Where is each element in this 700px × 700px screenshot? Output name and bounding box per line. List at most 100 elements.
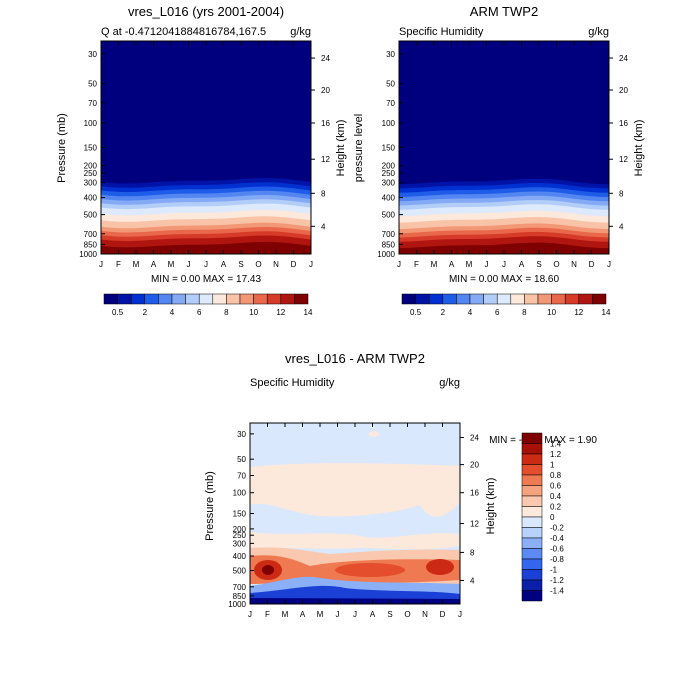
colorbar-swatch xyxy=(198,293,214,305)
x-tick-label: O xyxy=(553,260,559,269)
colorbar: 0.5 2 4 6 8 10 12 14 xyxy=(401,293,611,317)
colorbar-label: -0.2 xyxy=(550,524,564,533)
colorbar-swatch xyxy=(521,590,543,602)
colorbar-swatch xyxy=(266,293,282,305)
y-axis-label: Pressure (mb) xyxy=(56,113,68,183)
colorbar-swatch xyxy=(456,293,471,305)
difference-field xyxy=(250,423,460,604)
colorbar-label: 0.8 xyxy=(550,471,562,480)
x-tick-label: M xyxy=(282,610,289,619)
colorbar-label: 6 xyxy=(495,308,500,317)
panel-subtitle-right: g/kg xyxy=(290,26,311,38)
x-tick-label: N xyxy=(571,260,577,269)
positive-small-patch xyxy=(369,431,379,437)
colorbar-label: 1 xyxy=(550,461,555,470)
y-tick-label: 200 xyxy=(84,162,98,171)
y-tick-label: 700 xyxy=(84,230,98,239)
panel-subtitle-right: g/kg xyxy=(439,377,460,389)
y-tick-label: 150 xyxy=(84,144,98,153)
y-right-tick-label: 24 xyxy=(470,433,479,442)
y-right-tick-label: 12 xyxy=(619,155,628,164)
y-tick-label: 30 xyxy=(88,50,97,59)
colorbar-label: -0.6 xyxy=(550,545,564,554)
colorbar-label: 12 xyxy=(574,308,583,317)
y-tick-label: 850 xyxy=(382,240,396,249)
colorbar-swatch xyxy=(130,293,146,305)
humidity-field xyxy=(399,41,609,254)
y-right-tick-label: 24 xyxy=(619,54,628,63)
y-tick-label: 1000 xyxy=(79,250,97,259)
x-tick-label: A xyxy=(151,260,157,269)
y-tick-label: 100 xyxy=(233,489,247,498)
colorbar-swatch xyxy=(158,293,173,305)
y-tick-label: 250 xyxy=(84,169,98,178)
colorbar-swatch xyxy=(521,569,543,581)
x-tick-label: S xyxy=(536,260,541,269)
colorbar-swatch xyxy=(469,293,484,305)
colorbar-label: 0.5 xyxy=(410,308,422,317)
colorbar-swatch xyxy=(521,453,543,465)
y-right-tick-label: 20 xyxy=(619,86,628,95)
humidity-bands xyxy=(399,178,609,254)
y-tick-label: 150 xyxy=(382,144,396,153)
x-tick-label: M xyxy=(431,260,438,269)
y-right-tick-label: 8 xyxy=(321,189,326,198)
x-tick-label: M xyxy=(466,260,473,269)
x-tick-label: D xyxy=(589,260,595,269)
colorbar-vertical: 1.41.210.80.60.40.20-0.2-0.4-0.6-0.8-1-1… xyxy=(521,432,564,602)
y-tick-label: 300 xyxy=(382,179,396,188)
colorbar-swatch xyxy=(294,293,309,305)
y-tick-label: 500 xyxy=(84,211,98,220)
colorbar-swatch xyxy=(521,506,543,518)
y-tick-label: 400 xyxy=(233,552,247,561)
colorbar-swatch xyxy=(551,293,566,305)
colorbar-swatch xyxy=(521,579,543,591)
colorbar-label: 0.4 xyxy=(550,492,562,501)
colorbar-swatch xyxy=(578,293,593,305)
x-tick-label: S xyxy=(387,610,392,619)
panel-title: vres_L016 - ARM TWP2 xyxy=(285,351,425,366)
y-tick-label: 700 xyxy=(233,583,247,592)
colorbar-label: 1.4 xyxy=(550,440,562,449)
colorbar-swatch xyxy=(103,293,118,305)
colorbar-swatch xyxy=(521,527,543,539)
x-tick-label: S xyxy=(238,260,243,269)
y-tick-label: 700 xyxy=(382,230,396,239)
humidity-field xyxy=(101,41,311,254)
y-right-tick-label: 4 xyxy=(619,222,624,231)
colorbar-swatch xyxy=(521,537,543,549)
x-tick-label: A xyxy=(300,610,306,619)
colorbar-swatch xyxy=(280,293,295,305)
colorbar-swatch xyxy=(564,293,580,305)
x-tick-label: O xyxy=(255,260,261,269)
colorbar-label: 10 xyxy=(249,308,258,317)
y-tick-label: 250 xyxy=(382,169,396,178)
x-tick-label: D xyxy=(440,610,446,619)
y-tick-label: 1000 xyxy=(228,600,246,609)
y-tick-label: 300 xyxy=(84,179,98,188)
colorbar-label: 0 xyxy=(550,513,555,522)
positive-upper-band xyxy=(250,463,460,517)
x-tick-label: D xyxy=(291,260,297,269)
x-tick-label: J xyxy=(336,610,340,619)
x-tick-label: A xyxy=(370,610,376,619)
colorbar-label: 4 xyxy=(468,308,473,317)
y-tick-label: 200 xyxy=(233,525,247,534)
y-tick-label: 200 xyxy=(382,162,396,171)
panel-subtitle-left: Q at -0.4712041884816784,167.5 xyxy=(101,26,266,38)
y-right-tick-label: 4 xyxy=(321,222,326,231)
x-tick-label: J xyxy=(485,260,489,269)
panel-subtitle-left: Specific Humidity xyxy=(399,26,484,38)
y-tick-label: 500 xyxy=(382,211,396,220)
y-tick-label: 70 xyxy=(237,471,246,480)
x-tick-label: J xyxy=(353,610,357,619)
colorbar-label: 0.5 xyxy=(112,308,124,317)
y-tick-label: 30 xyxy=(386,50,395,59)
y-right-axis-ticks: 24 20 16 12 8 4 xyxy=(609,54,628,231)
y-tick-label: 850 xyxy=(233,592,247,601)
colorbar-label: 0.2 xyxy=(550,503,562,512)
colorbar-label: 1.2 xyxy=(550,450,562,459)
